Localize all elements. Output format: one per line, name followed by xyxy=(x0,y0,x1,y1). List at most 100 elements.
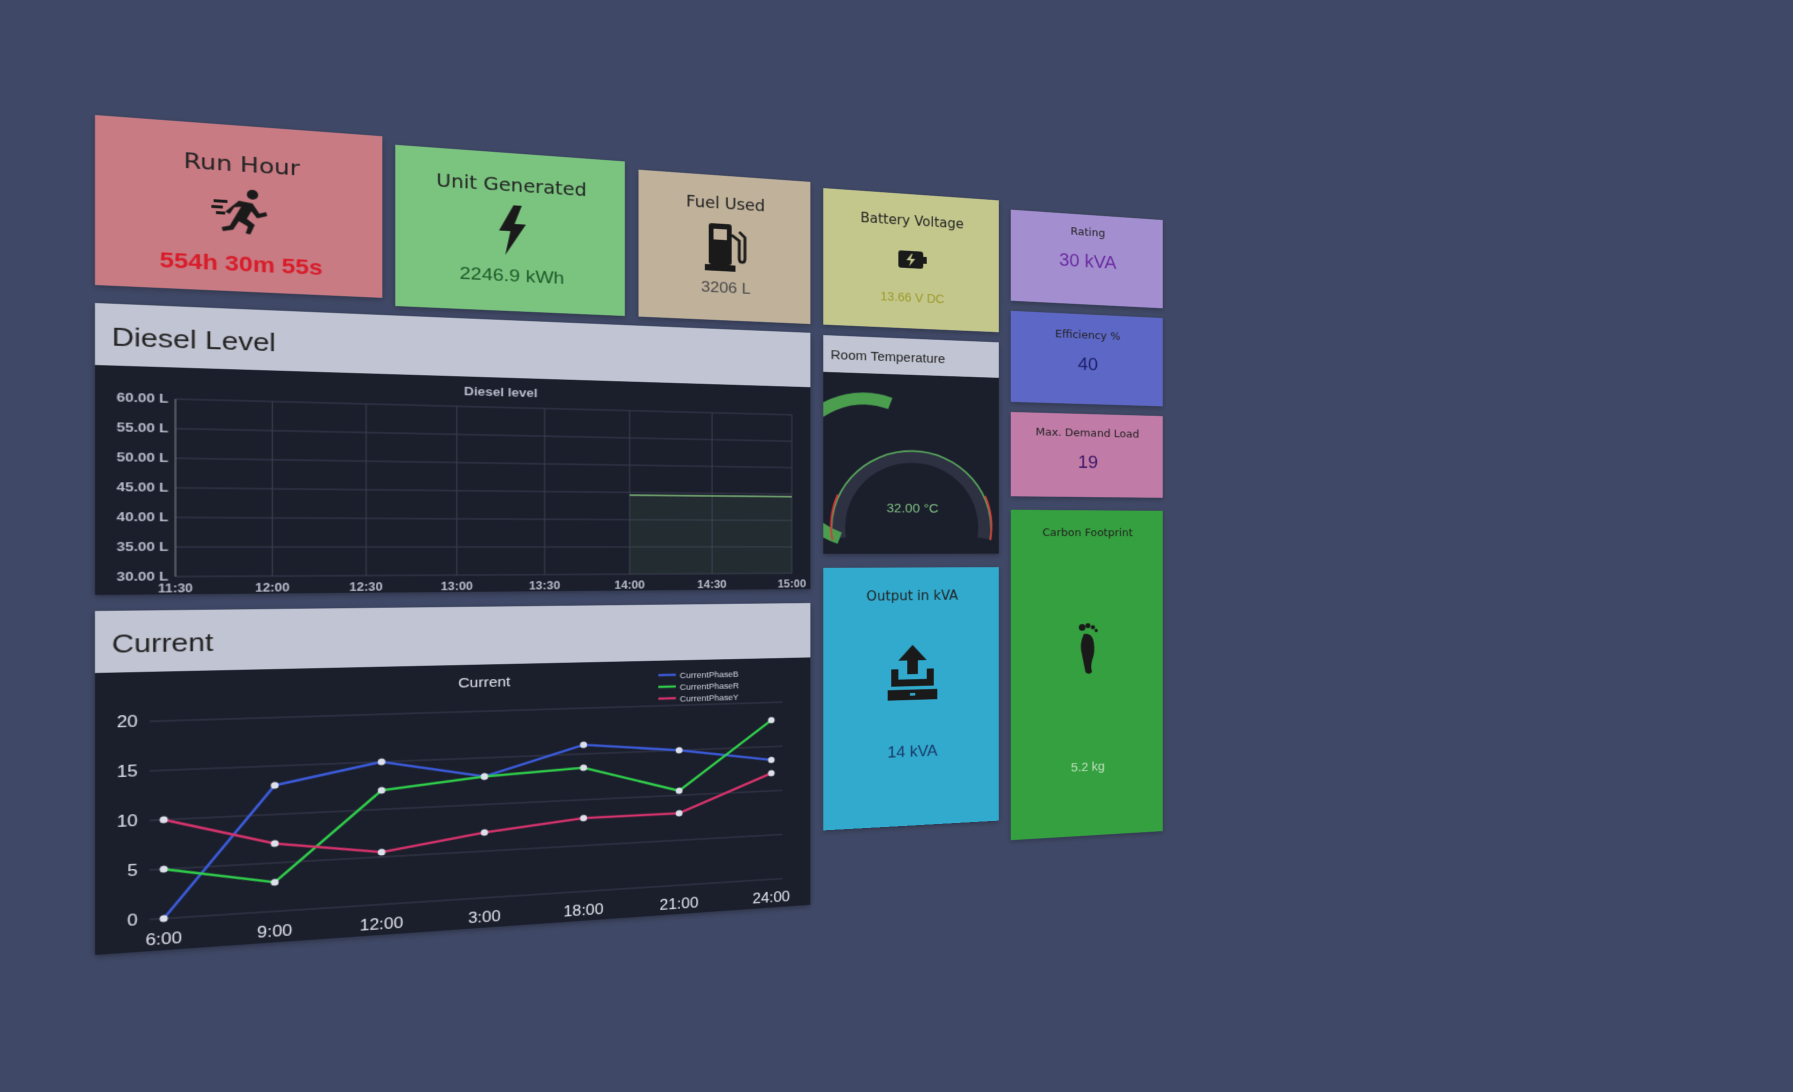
max-demand-value: 19 xyxy=(1011,450,1163,474)
diesel-area xyxy=(630,495,792,574)
fuel-pump-icon xyxy=(705,221,747,273)
x-tick-label: 12:00 xyxy=(360,915,403,935)
fuel-used-title: Fuel Used xyxy=(639,170,811,219)
y-tick-label: 60.00 L xyxy=(116,390,168,406)
data-point xyxy=(580,815,587,822)
footprint-icon xyxy=(1076,622,1101,676)
x-tick-label: 21:00 xyxy=(660,895,699,914)
rating-title: Rating xyxy=(1011,210,1163,244)
battery-charging-icon xyxy=(897,247,929,273)
x-tick-label: 11:30 xyxy=(158,583,193,595)
upload-export-icon xyxy=(886,644,939,702)
carbon-footprint-tile[interactable]: Carbon Footprint 5.2 kg xyxy=(1011,510,1163,840)
x-tick-label: 14:30 xyxy=(697,580,726,591)
data-point xyxy=(481,829,488,836)
temperature-value: 32.00 °C xyxy=(887,502,939,517)
data-point xyxy=(481,773,488,780)
data-point xyxy=(271,782,279,789)
battery-voltage-value: 13.66 V DC xyxy=(823,286,999,308)
unit-generated-tile[interactable]: Unit Generated 2246.9 kWh xyxy=(395,145,625,316)
data-point xyxy=(768,717,775,723)
fuel-used-value: 3206 L xyxy=(639,275,811,301)
fuel-used-tile[interactable]: Fuel Used 3206 L xyxy=(639,170,811,324)
legend-label: CurrentPhaseB xyxy=(680,669,739,680)
unit-generated-value: 2246.9 kWh xyxy=(395,261,625,293)
y-tick-label: 20 xyxy=(117,713,138,731)
data-point xyxy=(271,879,279,886)
data-point xyxy=(378,787,386,794)
carbon-footprint-title: Carbon Footprint xyxy=(1011,510,1163,540)
x-tick-label: 13:30 xyxy=(529,581,560,593)
y-tick-label: 35.00 L xyxy=(116,540,168,555)
y-tick-label: 45.00 L xyxy=(116,480,168,495)
data-point xyxy=(580,741,587,748)
max-demand-title: Max. Demand Load xyxy=(1011,412,1163,441)
efficiency-value: 40 xyxy=(1011,350,1163,377)
diesel-level-chart[interactable]: Diesel level 30.00 L 35.00 L 40.00 L 45.00 L… xyxy=(95,365,810,595)
y-tick-label: 0 xyxy=(127,912,138,930)
unit-generated-title: Unit Generated xyxy=(395,145,625,203)
y-tick-label: 30.00 L xyxy=(116,569,168,584)
battery-voltage-tile[interactable]: Battery Voltage 13.66 V DC xyxy=(823,188,999,332)
x-tick-label: 24:00 xyxy=(753,889,790,907)
y-tick-label: 50.00 L xyxy=(116,450,168,465)
gridline xyxy=(175,488,791,494)
x-tick-label: 3:00 xyxy=(468,908,500,927)
efficiency-title: Efficiency % xyxy=(1011,311,1163,345)
gridline xyxy=(175,458,791,467)
run-hour-title: Run Hour xyxy=(95,115,382,187)
output-kva-title: Output in kVA xyxy=(823,567,999,605)
run-hour-tile[interactable]: Run Hour 554h 30m 55s xyxy=(95,115,382,298)
x-tick-label: 9:00 xyxy=(257,922,292,942)
x-tick-label: 15:00 xyxy=(778,579,806,590)
data-point xyxy=(768,770,775,776)
x-tick-label: 6:00 xyxy=(145,930,181,950)
current-panel[interactable]: Current Current 0 5 10 15 20 6:00 9:00 12:00 3:00… xyxy=(95,603,810,955)
diesel-level-panel[interactable]: Diesel Level Diesel level 30.00 L 35.00 L4… xyxy=(95,303,810,595)
gridline xyxy=(150,746,783,771)
rating-value: 30 kVA xyxy=(1011,246,1163,277)
chart-title: Diesel level xyxy=(464,384,537,400)
x-tick-label: 13:00 xyxy=(441,581,473,593)
dashboard: Run Hour 554h 30m 55s Unit Generated 224… xyxy=(95,115,1090,995)
gridline xyxy=(150,702,783,721)
data-point xyxy=(160,816,168,823)
output-kva-value: 14 kVA xyxy=(823,740,999,765)
efficiency-tile[interactable]: Efficiency % 40 xyxy=(1011,311,1163,406)
data-point xyxy=(768,757,775,763)
max-demand-tile[interactable]: Max. Demand Load 19 xyxy=(1011,412,1163,498)
data-point xyxy=(271,840,279,847)
legend-label: CurrentPhaseY xyxy=(680,692,739,703)
data-point xyxy=(676,787,683,794)
series-line xyxy=(164,738,772,919)
gridline xyxy=(150,834,783,869)
temperature-gauge: 32.00 °C xyxy=(823,372,999,554)
y-tick-label: 40.00 L xyxy=(116,510,168,525)
x-tick-label: 12:00 xyxy=(255,582,290,594)
rating-tile[interactable]: Rating 30 kVA xyxy=(1011,210,1163,309)
battery-voltage-title: Battery Voltage xyxy=(823,188,999,234)
run-hour-value: 554h 30m 55s xyxy=(95,244,382,284)
gridline xyxy=(150,790,783,820)
x-tick-label: 12:30 xyxy=(349,582,382,594)
data-point xyxy=(160,865,168,872)
chart-title: Current xyxy=(458,675,510,692)
current-chart[interactable]: Current 0 5 10 15 20 6:00 9:00 12:00 3:00 18:00 21:… xyxy=(95,657,810,955)
y-tick-label: 10 xyxy=(117,813,138,832)
gridline xyxy=(175,429,791,442)
room-temperature-title: Room Temperature xyxy=(823,335,999,378)
gridline xyxy=(175,399,791,415)
data-point xyxy=(378,758,386,765)
room-temperature-panel[interactable]: Room Temperature 32.00 °C xyxy=(823,335,999,554)
carbon-footprint-value: 5.2 kg xyxy=(1011,757,1163,778)
output-kva-tile[interactable]: Output in kVA 14 kVA xyxy=(823,567,999,830)
y-tick-label: 55.00 L xyxy=(116,420,168,436)
lightning-icon xyxy=(495,204,530,256)
x-tick-label: 18:00 xyxy=(563,902,603,921)
data-point xyxy=(676,747,683,754)
running-person-icon xyxy=(211,185,273,237)
data-point xyxy=(676,810,683,817)
data-point xyxy=(378,849,386,856)
legend-label: CurrentPhaseR xyxy=(680,681,739,692)
legend-swatch xyxy=(658,698,676,699)
